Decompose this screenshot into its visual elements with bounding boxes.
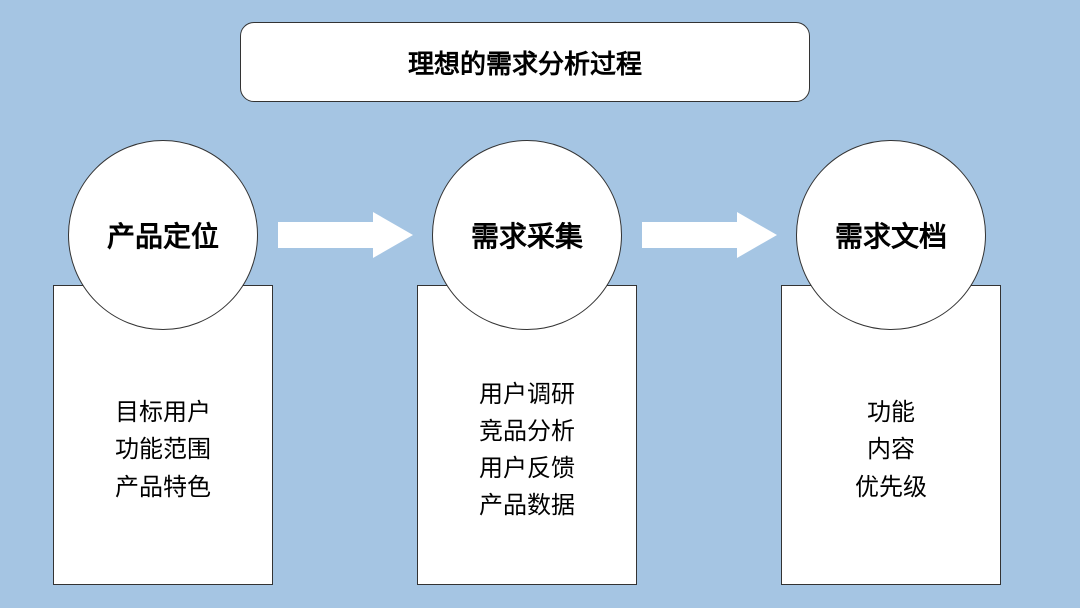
title-text: 理想的需求分析过程	[408, 44, 642, 81]
detail-box-1: 用户调研 竞品分析 用户反馈 产品数据	[417, 285, 637, 585]
detail-line: 目标用户	[115, 394, 211, 431]
detail-line: 竞品分析	[479, 413, 575, 450]
detail-line: 产品数据	[479, 487, 575, 524]
detail-line: 产品特色	[115, 469, 211, 506]
step-circle-0: 产品定位	[68, 140, 258, 330]
step-circle-2: 需求文档	[796, 140, 986, 330]
detail-line: 功能	[867, 394, 915, 431]
detail-box-0: 目标用户 功能范围 产品特色	[53, 285, 273, 585]
step-circle-label: 需求采集	[471, 215, 583, 255]
step-circle-label: 需求文档	[835, 215, 947, 255]
detail-line: 优先级	[855, 469, 927, 506]
step-circle-label: 产品定位	[107, 215, 219, 255]
title-box: 理想的需求分析过程	[240, 22, 810, 102]
detail-line: 内容	[867, 431, 915, 468]
detail-box-2: 功能 内容 优先级	[781, 285, 1001, 585]
step-circle-1: 需求采集	[432, 140, 622, 330]
detail-line: 用户反馈	[479, 450, 575, 487]
arrow-icon	[642, 212, 777, 258]
detail-line: 用户调研	[479, 376, 575, 413]
arrow-icon	[278, 212, 413, 258]
detail-line: 功能范围	[115, 431, 211, 468]
